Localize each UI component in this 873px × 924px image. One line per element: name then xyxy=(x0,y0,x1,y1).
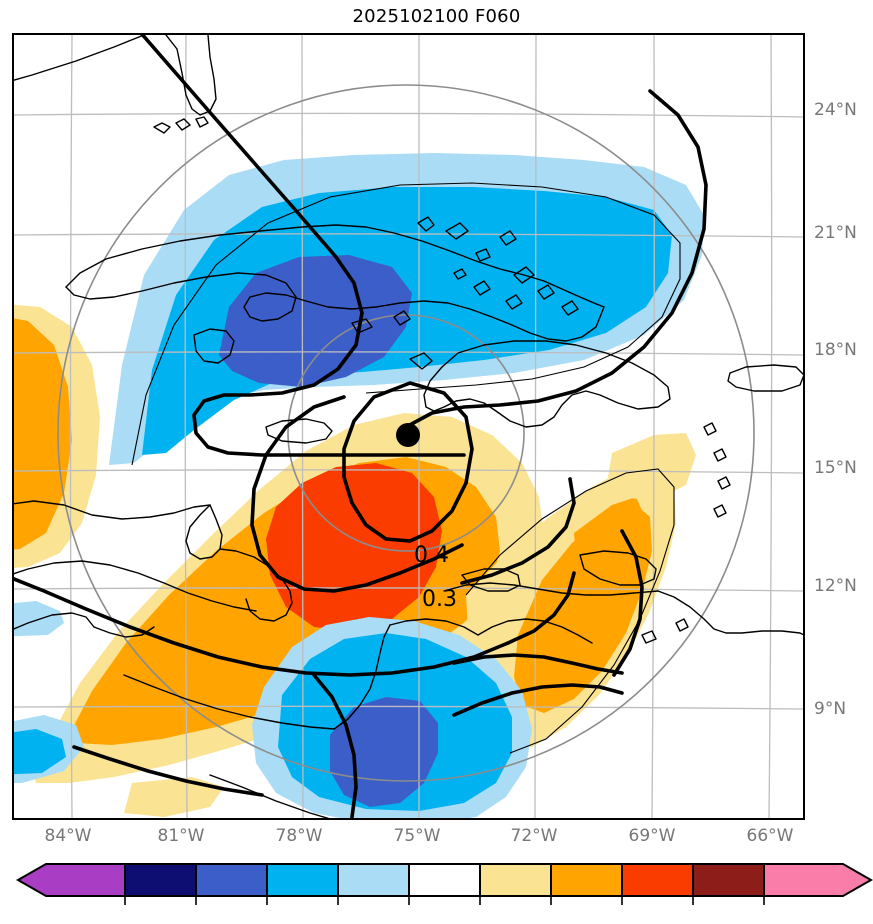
colorbar-swatch-under xyxy=(15,863,126,897)
lat-label-12n: 12°N xyxy=(814,576,857,596)
contour-venezuela xyxy=(452,653,624,675)
colorbar-swatch-8 xyxy=(621,863,694,897)
colorbar-swatch-9 xyxy=(692,863,765,897)
colorbar-swatch-5 xyxy=(408,863,481,897)
lat-label-18n: 18°N xyxy=(814,340,857,360)
colorbar-swatch-4 xyxy=(337,863,410,897)
contour-0p3-right xyxy=(460,477,576,585)
fill-negative-0p36-southwest xyxy=(14,729,66,775)
colorbar-swatches xyxy=(15,863,873,897)
contour-center-trail xyxy=(312,673,358,818)
colorbar-swatch-6 xyxy=(479,863,552,897)
colorbar-swatch-7 xyxy=(550,863,623,897)
colorbar-ticks xyxy=(124,896,765,905)
page-title: 2025102100 F060 xyxy=(352,6,521,27)
range-ring-inner xyxy=(287,314,525,552)
map-canvas: 0.4 0.3 xyxy=(14,35,803,818)
lat-label-15n: 15°N xyxy=(814,458,857,478)
lon-label-78w: 78°W xyxy=(275,826,323,846)
line-contours xyxy=(14,35,708,818)
lat-label-24n: 24°N xyxy=(814,100,857,120)
map-plot-area: 0.4 0.3 xyxy=(12,33,805,820)
contour-label-0p3: 0.3 xyxy=(422,587,457,612)
lon-label-66w: 66°W xyxy=(746,826,794,846)
lon-label-75w: 75°W xyxy=(393,826,441,846)
fill-positive-0p18-east-lobe xyxy=(608,433,696,501)
contour-south-east xyxy=(506,571,576,645)
range-ring-outer xyxy=(57,84,755,782)
colorbar-swatch-2 xyxy=(195,863,268,897)
colorbar-swatch-over xyxy=(763,863,873,897)
colorbar-canvas xyxy=(15,863,873,905)
contour-south xyxy=(14,577,510,677)
coastlines xyxy=(14,35,803,818)
lat-label-9n: 9°N xyxy=(814,699,847,719)
fill-negative-0p54-north xyxy=(219,255,412,387)
fill-positive-0p36-east-top xyxy=(574,497,644,563)
fill-positive-0p36-east xyxy=(514,503,652,713)
colorbar-swatch-1 xyxy=(124,863,197,897)
shaded-region-southern-negative xyxy=(14,617,532,818)
fill-positive-0p18-south-sliver xyxy=(124,777,224,817)
lon-label-84w: 84°W xyxy=(44,826,92,846)
contour-0p4 xyxy=(342,381,474,543)
contour-loop-north xyxy=(404,89,708,429)
contour-label-group: 0.4 0.3 xyxy=(414,543,457,612)
lon-label-72w: 72°W xyxy=(510,826,558,846)
contour-outer xyxy=(140,35,466,457)
fill-positive-0p36-west xyxy=(14,318,72,550)
lat-label-21n: 21°N xyxy=(814,223,857,243)
thin-contours xyxy=(131,182,681,754)
shaded-region-west-positive xyxy=(14,304,100,637)
lon-label-69w: 69°W xyxy=(628,826,676,846)
lon-label-81w: 81°W xyxy=(157,826,205,846)
storm-center-marker[interactable] xyxy=(396,423,420,447)
contour-label-0p4: 0.4 xyxy=(414,543,449,568)
contour-0p3 xyxy=(250,395,464,593)
contour-east-edge xyxy=(612,529,644,677)
range-rings xyxy=(57,84,755,782)
colorbar: −0.90 −0.72 −0.54 −0.36 −0.18 0.18 0.36 … xyxy=(0,858,873,924)
contour-venezuela-2 xyxy=(452,683,624,717)
colorbar-swatch-3 xyxy=(266,863,339,897)
contour-swloop xyxy=(72,745,264,797)
